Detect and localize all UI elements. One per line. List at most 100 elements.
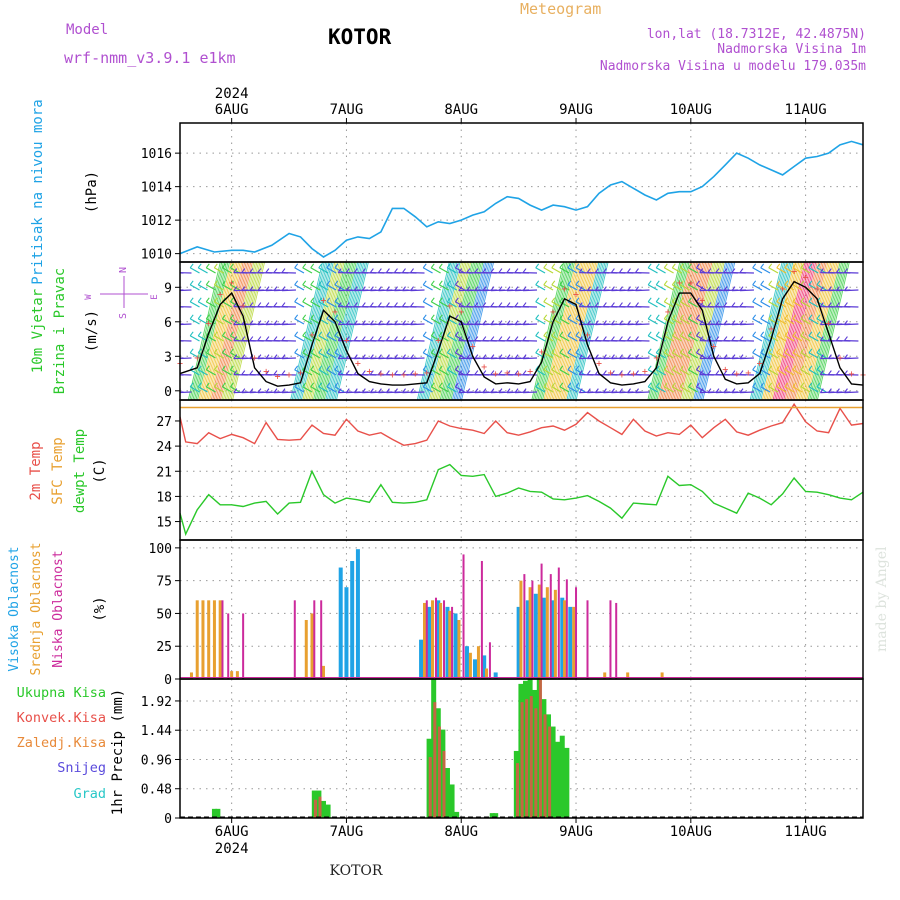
wind-barb (310, 352, 321, 359)
wind-barb-flag (819, 268, 824, 273)
wind-gust-marker: + (458, 307, 464, 318)
wind-hatch-line (232, 262, 266, 400)
wind-hatch-line (207, 262, 241, 400)
wind-hatch-line (290, 262, 324, 400)
wind-barb (752, 335, 763, 342)
wind-barb-flag (438, 365, 443, 371)
cloud-high-bar (551, 600, 556, 679)
wind-barb (197, 386, 208, 393)
wind-barb-flag (835, 268, 840, 273)
wind-barb-flag (318, 263, 323, 269)
wind-barb-flag (784, 280, 789, 286)
wind-hatch-line (681, 262, 714, 400)
wind-barb-flag (458, 336, 463, 341)
wind-barb-flag (310, 263, 315, 269)
cloud-low-bar (462, 554, 465, 679)
wind-barb-flag (543, 331, 548, 337)
cloud-high-bar (436, 600, 441, 679)
wind-hatch-line (326, 262, 360, 400)
wind-barb (326, 284, 337, 291)
wind-hatch-line (218, 262, 252, 400)
wind-barb-flag (265, 388, 270, 393)
wind-barb-flag (229, 382, 234, 388)
wind-barb-flag (490, 388, 495, 393)
wind-barb-flag (294, 280, 299, 286)
wind-barb-flag (257, 268, 262, 273)
wind-barb-flag (723, 286, 728, 291)
wind-gust-marker: + (653, 353, 659, 364)
wind-barb-flag (819, 302, 824, 307)
wind-hatch-line (815, 262, 849, 400)
wind-barb (197, 318, 208, 325)
cloud-high-bar (350, 560, 355, 679)
wind-barb-flag (739, 354, 744, 359)
wind-hatch-line (195, 262, 229, 400)
wind-barb-flag (792, 348, 797, 354)
wind-hatch-line (313, 262, 346, 400)
wind-barb (760, 335, 771, 342)
cloud-mid-bar (626, 672, 630, 679)
wind-barb (567, 386, 578, 393)
wind-barb-flag (294, 348, 299, 354)
y-tick-label: 15 (156, 516, 172, 531)
wind-barb (535, 318, 546, 325)
wind-barb-flag (482, 268, 487, 273)
cloud-low-bar (565, 579, 568, 679)
wind-barb-flag (843, 268, 848, 273)
wind-barb (294, 267, 305, 274)
wind-barb-flag (189, 280, 194, 286)
wind-barb-flag (535, 382, 540, 388)
wind-barb-flag (522, 388, 527, 393)
wind-barb (180, 391, 192, 394)
wind-gust-marker: + (722, 364, 728, 375)
wind-gust-marker: + (493, 369, 499, 380)
wind-barb-flag (474, 388, 479, 393)
wind-barb-flag (490, 370, 495, 375)
wind-barb (559, 352, 570, 359)
wind-barb-flag (490, 354, 495, 359)
wind-barb (543, 267, 554, 274)
wind-hatch-line (294, 262, 328, 400)
wind-hatch-line (647, 262, 681, 400)
wind-barb (455, 284, 465, 291)
cloud-high-bar (493, 672, 498, 679)
wind-barb-flag (578, 286, 583, 291)
wind-barb-flag (249, 302, 254, 307)
wind-barb (752, 352, 763, 359)
wind-barb-flag (310, 314, 315, 320)
wind-barb (672, 335, 682, 342)
wind-barb-flag (768, 314, 773, 320)
wind-barb (776, 369, 787, 376)
wind-barb-flag (635, 370, 639, 375)
wind-barb (455, 352, 465, 359)
wind-barb (816, 284, 827, 291)
wind-barb (326, 386, 337, 393)
wind-barb-flag (715, 286, 720, 291)
wind-hatch-line (226, 262, 259, 400)
wind-barb (447, 335, 457, 342)
wind-barb-flag (695, 263, 700, 269)
wind-barb (213, 301, 224, 308)
wind-barb-flag (578, 370, 583, 375)
wind-barb (180, 323, 192, 326)
wind-barb-flag (635, 388, 639, 393)
wind-barb (189, 369, 200, 376)
wind-barb-flag (784, 331, 789, 337)
cloud-low-bar (557, 567, 560, 679)
wind-barb (222, 369, 232, 376)
wind-barb-flag (627, 320, 631, 325)
wind-barb-flag (446, 263, 451, 269)
wind-barb-flag (808, 280, 813, 286)
wind-barb-flag (699, 268, 704, 273)
y-tick-label: 1.92 (141, 695, 172, 710)
wind-barb (334, 386, 345, 393)
wind-barb (422, 267, 433, 274)
wind-unit: (m/s) (84, 310, 100, 352)
compass-north: N (118, 267, 129, 273)
wind-barb-flag (543, 280, 548, 286)
wind-barb-flag (249, 336, 254, 341)
wind-barb (792, 369, 803, 376)
wind-barb-flag (627, 286, 631, 291)
wind-barb-flag (559, 314, 564, 320)
wind-barb-flag (189, 297, 194, 303)
